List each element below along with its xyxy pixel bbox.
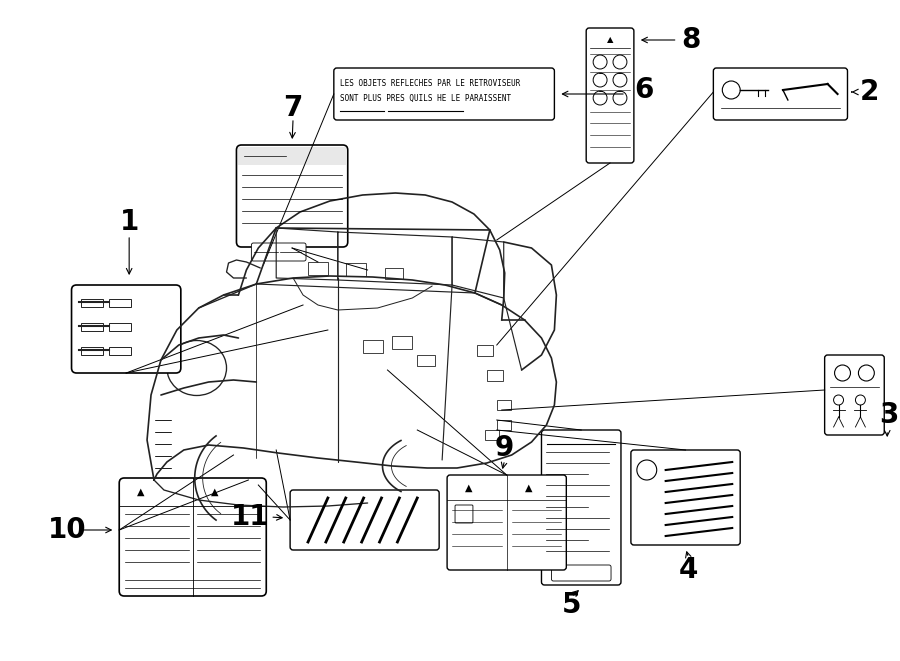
Text: ▲: ▲ xyxy=(607,36,613,44)
Text: 7: 7 xyxy=(284,94,302,122)
FancyBboxPatch shape xyxy=(542,430,621,585)
Text: 8: 8 xyxy=(680,26,700,54)
Bar xyxy=(109,347,131,355)
Bar xyxy=(346,263,365,276)
FancyBboxPatch shape xyxy=(455,505,472,523)
Text: ━━: ━━ xyxy=(617,72,623,76)
FancyBboxPatch shape xyxy=(714,68,848,120)
Bar xyxy=(82,299,104,307)
Text: 5: 5 xyxy=(562,591,581,619)
Text: 4: 4 xyxy=(679,556,698,584)
Text: 10: 10 xyxy=(49,516,87,544)
FancyBboxPatch shape xyxy=(119,478,266,596)
FancyBboxPatch shape xyxy=(334,68,554,120)
Text: 9: 9 xyxy=(495,434,514,462)
Text: 3: 3 xyxy=(879,401,899,429)
Text: 11: 11 xyxy=(231,503,270,531)
FancyBboxPatch shape xyxy=(447,475,566,570)
Bar xyxy=(238,147,346,165)
Bar xyxy=(418,355,436,366)
Bar xyxy=(109,299,131,307)
Text: SONT PLUS PRES QUILS HE LE PARAISSENT: SONT PLUS PRES QUILS HE LE PARAISSENT xyxy=(340,93,511,102)
Bar xyxy=(392,336,412,349)
Text: 1: 1 xyxy=(120,208,139,236)
Text: 6: 6 xyxy=(634,76,653,104)
FancyBboxPatch shape xyxy=(586,28,634,163)
Bar xyxy=(477,345,493,356)
FancyBboxPatch shape xyxy=(552,565,611,581)
FancyBboxPatch shape xyxy=(290,490,439,550)
Bar xyxy=(363,340,382,353)
Bar xyxy=(109,323,131,331)
FancyBboxPatch shape xyxy=(631,450,740,545)
Text: ━━: ━━ xyxy=(617,90,623,94)
Bar xyxy=(82,347,104,355)
Bar xyxy=(487,370,503,381)
FancyBboxPatch shape xyxy=(71,285,181,373)
FancyBboxPatch shape xyxy=(237,145,347,247)
Text: ━━: ━━ xyxy=(598,72,603,76)
Bar xyxy=(82,323,104,331)
Bar xyxy=(308,262,328,275)
FancyBboxPatch shape xyxy=(251,243,306,261)
Text: 2: 2 xyxy=(860,78,879,106)
Bar xyxy=(485,430,499,440)
Text: ▲: ▲ xyxy=(211,487,219,497)
Bar xyxy=(385,268,403,279)
Text: ━━: ━━ xyxy=(598,90,603,94)
Bar xyxy=(497,420,510,430)
Text: LES OBJETS REFLECHES PAR LE RETROVISEUR: LES OBJETS REFLECHES PAR LE RETROVISEUR xyxy=(340,79,520,89)
Bar xyxy=(497,400,510,410)
Text: ▲: ▲ xyxy=(525,483,532,493)
Text: ▲: ▲ xyxy=(465,483,472,493)
Text: ▲: ▲ xyxy=(138,487,145,497)
FancyBboxPatch shape xyxy=(824,355,885,435)
